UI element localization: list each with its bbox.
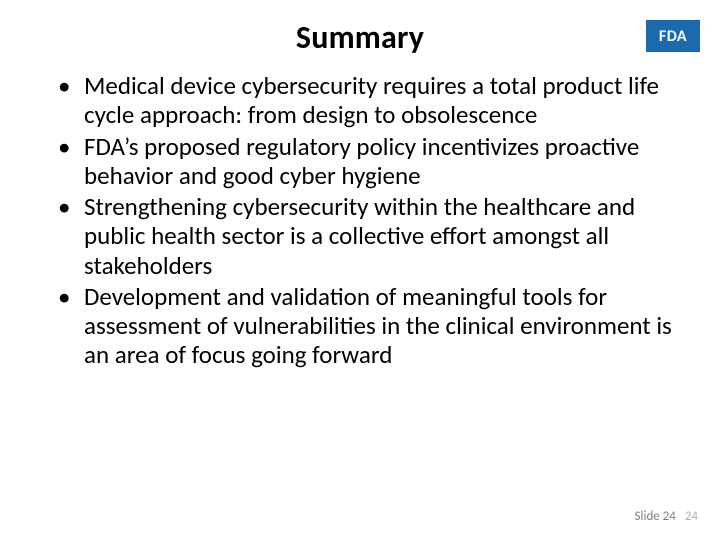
fda-logo-text: FDA	[659, 27, 687, 46]
slide-container: FDA Summary Medical device cybersecurity…	[0, 0, 720, 540]
bullet-item: Medical device cybersecurity requires a …	[68, 71, 680, 130]
bullet-item: FDA’s proposed regulatory policy incenti…	[68, 132, 680, 191]
bullet-list: Medical device cybersecurity requires a …	[40, 71, 680, 370]
bullet-item: Strengthening cybersecurity within the h…	[68, 192, 680, 280]
slide-title: Summary	[40, 18, 680, 57]
slide-footer: Slide 24 24	[635, 509, 699, 524]
bullet-item: Development and validation of meaningful…	[68, 282, 680, 370]
fda-logo: FDA	[646, 20, 700, 52]
footer-slide-number: 24	[685, 509, 698, 524]
footer-slide-label: Slide 24	[635, 509, 676, 524]
